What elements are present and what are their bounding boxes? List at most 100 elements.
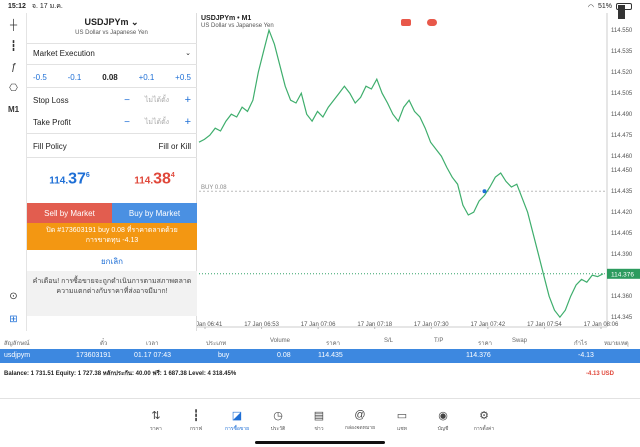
take-profit-input[interactable]: ไม่ได้ตั้ง	[144, 118, 170, 126]
warning-message: คำเตือน! การซื้อขายจะถูกดำเนินการตามสภาพ…	[27, 271, 197, 316]
x-tick-label: 17 Jan 08:06	[584, 322, 619, 328]
nav-quotes[interactable]: ⇅ ราคา	[136, 409, 176, 433]
divider	[27, 87, 197, 88]
col-tp: T/P	[434, 338, 444, 344]
price-chart[interactable]: 114.550 114.535 114.520 114.505 114.490 114.4…	[188, 13, 640, 331]
execution-select[interactable]: Market Execution ⌄	[27, 45, 197, 61]
y-tick-label: 114.450	[611, 168, 633, 174]
current-price-tag	[607, 268, 640, 279]
col-profit: กำไร	[574, 341, 588, 347]
col-swap: Swap	[512, 338, 528, 344]
chevron-down-icon: ⌄	[130, 17, 139, 27]
take-profit-plus[interactable]: +	[184, 116, 191, 128]
nav-chat[interactable]: ▭ แชท	[382, 409, 422, 433]
current-price-label: 114.376	[611, 271, 634, 278]
col-type: ประเภท	[206, 341, 227, 347]
indicator-icon[interactable]	[427, 19, 437, 26]
nav-history[interactable]: ◷ ประวัติ	[258, 409, 298, 433]
mailbox-icon: @	[354, 409, 366, 421]
take-profit-minus[interactable]: −	[124, 116, 130, 128]
symbol-selector[interactable]: USDJPYm ⌄	[27, 17, 196, 28]
balance-line: Balance: 1 731.51 Equity: 1 727.38 หลักป…	[0, 368, 640, 380]
account-icon: ◉	[438, 410, 448, 422]
row-type: buy	[218, 352, 230, 359]
nav-news[interactable]: ▤ ข่าว	[299, 409, 339, 433]
order-panel: USDJPYm ⌄ US Dollar vs Japanese Yen Mark…	[27, 13, 197, 331]
buy-button[interactable]: Buy by Market	[112, 203, 197, 223]
stop-loss-input[interactable]: ไม่ได้ตั้ง	[144, 96, 170, 104]
stop-loss-row: Stop Loss − ไม่ได้ตั้ง +	[27, 93, 197, 107]
zoom-icon[interactable]: ⊙	[9, 290, 18, 302]
col-time: เวลา	[146, 341, 159, 347]
total-profit: -4.13 USD	[585, 371, 614, 377]
nav-trade[interactable]: ◪ การซื้อขาย	[217, 409, 257, 433]
col-ticket: ตั๋ว	[100, 341, 108, 347]
function-icon[interactable]: ƒ	[10, 61, 17, 73]
row-current: 114.376	[466, 352, 491, 359]
status-bar: 15:12 จ. 17 ม.ค. ◠ 51%	[0, 0, 640, 19]
status-date: จ. 17 ม.ค.	[31, 3, 63, 10]
table-row[interactable]: usdjpym 173603191 01.17 07:43 buy 0.08 1…	[0, 349, 640, 363]
objects-icon[interactable]: ⎔	[9, 82, 18, 94]
nav-mailbox[interactable]: @ กล่องจดหมาย	[340, 409, 380, 432]
symbol-description: US Dollar vs Japanese Yen	[75, 30, 148, 36]
crosshair-icon[interactable]: ┼	[9, 19, 18, 31]
close-position-button[interactable]: ปิด #173603191 buy 0.08 ที่ราคาตลาดด้วย …	[27, 223, 197, 250]
y-tick-label: 114.505	[611, 91, 633, 97]
volume-value[interactable]: 0.08	[102, 72, 118, 82]
nav-chart[interactable]: ┇ กราฟ	[176, 409, 216, 433]
y-tick-label: 114.435	[611, 189, 633, 195]
price-quotes: 114.376 114.384	[27, 161, 197, 191]
col-symbol: สัญลักษณ์	[4, 341, 30, 347]
x-tick-label: 17 Jan 07:18	[357, 322, 392, 328]
volume-stepper: -0.5 -0.1 0.08 +0.1 +0.5	[27, 70, 197, 84]
fill-policy-row[interactable]: Fill Policy Fill or Kill	[27, 139, 197, 153]
row-volume: 0.08	[277, 352, 291, 359]
order-buttons: Sell by Market Buy by Market	[27, 203, 197, 223]
take-profit-row: Take Profit − ไม่ได้ตั้ง +	[27, 115, 197, 129]
wifi-icon: ◠	[587, 3, 594, 11]
y-tick-label: 114.550	[611, 28, 633, 34]
add-icon[interactable]: ⊞	[9, 313, 18, 325]
timeframe-button[interactable]: M1	[7, 104, 20, 114]
chart-icon: ┇	[192, 410, 200, 422]
fill-policy-value: Fill or Kill	[158, 141, 191, 151]
ask-price: 114.384	[134, 170, 175, 188]
news-icon: ▤	[313, 410, 325, 422]
y-tick-label: 114.360	[611, 294, 633, 300]
volume-minus-0-5[interactable]: -0.5	[33, 72, 47, 82]
y-tick-label: 114.390	[611, 252, 633, 258]
volume-plus-0-5[interactable]: +0.5	[175, 72, 191, 82]
col-price: ราคา	[326, 341, 340, 347]
divider	[27, 43, 197, 44]
sell-button[interactable]: Sell by Market	[27, 203, 112, 223]
y-tick-label: 114.420	[611, 210, 633, 216]
price-series-line	[198, 28, 604, 319]
close-line-2: การขาดทุน -4.13	[85, 237, 139, 244]
volume-plus-0-1[interactable]: +0.1	[138, 72, 155, 82]
divider	[27, 157, 197, 158]
balance-text: Balance: 1 731.51 Equity: 1 727.38 หลักป…	[4, 371, 237, 377]
row-profit: -4.13	[578, 352, 594, 359]
row-price: 114.435	[318, 352, 343, 359]
candles-icon[interactable]: ┇	[10, 40, 17, 52]
execution-label: Market Execution	[33, 48, 95, 58]
take-profit-label: Take Profit	[33, 117, 71, 127]
cancel-button[interactable]: ยกเลิก	[100, 257, 123, 266]
stop-loss-plus[interactable]: +	[184, 94, 191, 106]
stop-loss-label: Stop Loss	[33, 95, 69, 105]
y-tick-label: 114.490	[611, 112, 633, 118]
one-click-trading-icon[interactable]	[401, 19, 411, 26]
x-tick-label: 17 Jan 06:41	[197, 322, 223, 328]
col-current: ราคา	[478, 341, 492, 347]
stop-loss-minus[interactable]: −	[124, 94, 130, 106]
chevron-down-icon: ⌄	[185, 50, 191, 57]
chat-icon: ▭	[396, 410, 408, 422]
volume-minus-0-1[interactable]: -0.1	[67, 72, 82, 82]
entry-point-marker	[482, 189, 487, 194]
nav-settings[interactable]: ⚙ การตั้งค่า	[464, 409, 504, 433]
chart-svg: 114.550 114.535 114.520 114.505 114.490 114.4…	[188, 13, 640, 329]
divider	[27, 133, 197, 134]
x-tick-label: 17 Jan 07:30	[414, 322, 449, 328]
nav-account[interactable]: ◉ บัญชี	[423, 409, 463, 433]
